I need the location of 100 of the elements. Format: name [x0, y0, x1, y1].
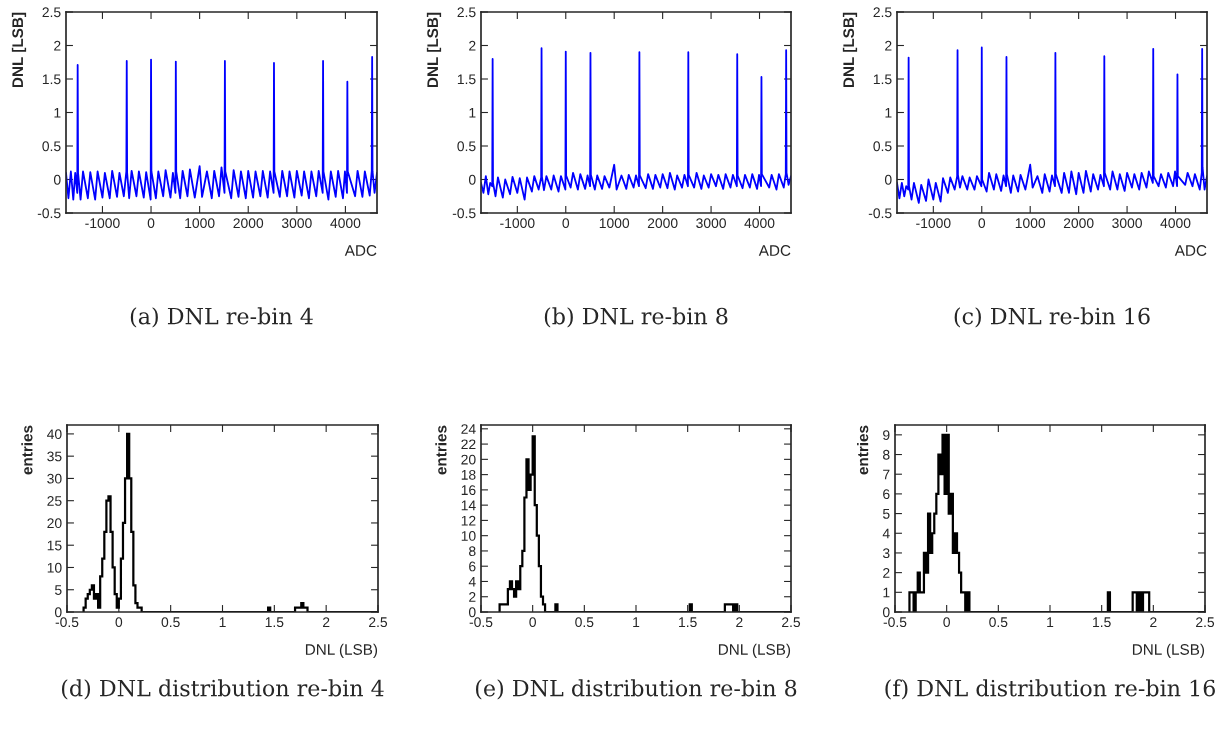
y-tick-label: 30 [47, 473, 62, 484]
y-tick-label: 18 [461, 469, 476, 480]
x-tick-label: 2.5 [369, 617, 388, 628]
y-tick-label: 4 [468, 576, 476, 587]
x-axis-title: DNL (LSB) [305, 643, 378, 658]
x-tick-label: 0 [562, 218, 570, 229]
y-tick-label: 10 [47, 562, 62, 573]
x-tick-label: 1.5 [265, 617, 284, 628]
text: (c) DNL re-bin 16 [954, 307, 1150, 328]
y-tick-label: 1 [54, 107, 61, 118]
y-tick-label: 0 [53, 174, 61, 185]
x-tick-label: -1000 [916, 218, 951, 229]
y-tick-label: 0.5 [42, 141, 61, 152]
y-tick-label: 6 [469, 561, 476, 572]
x-axis-title: DNL (LSB) [718, 643, 791, 658]
x-tick-label: 0 [115, 617, 123, 628]
y-tick-label: -0.5 [37, 208, 61, 219]
y-tick-label: 8 [469, 546, 476, 557]
y-tick-label: -0.5 [452, 208, 476, 219]
x-tick-label: 1.5 [1093, 617, 1111, 628]
x-axis-title: ADC [344, 245, 377, 256]
x-axis-title: ADC [1174, 245, 1207, 256]
y-axis-title: entries [857, 425, 869, 475]
y-tick-label: 14 [461, 500, 476, 511]
x-tick-label: 2 [323, 617, 330, 627]
x-tick-label: 4000 [1160, 218, 1191, 229]
y-tick-label: 1 [885, 107, 892, 118]
line-series [66, 55, 377, 201]
y-tick-label: 0 [468, 607, 476, 618]
y-tick-label: 20 [47, 518, 62, 529]
y-tick-label: 9 [883, 430, 890, 441]
x-tick-label: 1 [219, 617, 226, 627]
y-tick-label: 15 [47, 540, 62, 551]
x-tick-label: 2.5 [1196, 617, 1215, 628]
x-tick-label: 1 [1047, 617, 1054, 627]
y-tick-label: 2 [883, 567, 890, 578]
y-tick-label: 0 [468, 174, 476, 185]
y-tick-label: 6 [883, 489, 890, 500]
y-tick-label: 20 [461, 454, 476, 465]
y-tick-label: 25 [47, 496, 62, 506]
y-tick-label: 0.5 [457, 141, 476, 152]
line-series [481, 47, 791, 201]
x-tick-label: 0.5 [989, 617, 1008, 628]
y-tick-label: 2.5 [873, 7, 892, 18]
y-tick-label: 3 [882, 548, 890, 559]
text: (d) DNL distribution re-bin 4 [61, 679, 384, 700]
y-tick-label: 0.5 [873, 141, 892, 152]
y-tick-label: 2 [469, 592, 476, 602]
y-tick-label: 2 [54, 40, 61, 51]
y-tick-label: 10 [461, 531, 476, 541]
text: (a) DNL re-bin 4 [130, 307, 313, 328]
y-tick-label: 2 [885, 40, 892, 51]
x-tick-label: -1000 [85, 218, 120, 229]
y-tick-label: 5 [882, 509, 890, 519]
y-tick-label: 5 [54, 585, 62, 595]
text: (e) DNL distribution re-bin 8 [476, 679, 797, 700]
y-tick-label: 40 [47, 429, 62, 440]
x-tick-label: 2000 [647, 218, 678, 229]
x-tick-label: 1000 [1015, 218, 1046, 229]
x-tick-label: 2 [736, 617, 743, 627]
x-tick-label: 2.5 [782, 617, 801, 628]
y-tick-label: 1 [469, 107, 476, 118]
x-tick-label: 0 [147, 218, 155, 229]
x-tick-label: 0 [529, 617, 536, 628]
y-tick-label: 16 [461, 485, 476, 496]
y-tick-label: 8 [883, 449, 890, 460]
y-tick-label: 1.5 [42, 74, 61, 85]
text: (b) DNL re-bin 8 [544, 307, 728, 328]
x-tick-label: 3000 [1112, 218, 1142, 229]
x-tick-label: 2000 [233, 218, 264, 229]
x-tick-label: 0 [943, 617, 950, 628]
x-axis-title: ADC [758, 245, 791, 256]
x-tick-label: 2 [1150, 617, 1157, 627]
y-tick-label: -0.5 [868, 208, 892, 219]
x-tick-label: 1000 [599, 218, 630, 229]
x-axis-title: DNL (LSB) [1132, 643, 1205, 658]
y-tick-label: 1 [883, 587, 890, 598]
y-tick-label: 0 [884, 174, 892, 185]
y-tick-label: 0 [54, 607, 62, 618]
x-tick-label: 0 [978, 218, 986, 229]
text: (f) DNL distribution re-bin 16 [885, 679, 1215, 700]
x-tick-label: 4000 [744, 218, 775, 229]
x-tick-label: 4000 [330, 218, 361, 229]
y-axis-title: entries [21, 425, 33, 475]
x-tick-label: 2000 [1063, 218, 1094, 229]
x-tick-label: 0.5 [161, 617, 180, 628]
y-tick-label: 2 [469, 40, 476, 51]
y-tick-label: 1.5 [457, 74, 476, 85]
y-tick-label: 1.5 [873, 74, 892, 85]
y-tick-label: 0 [882, 607, 890, 618]
x-tick-label: 1000 [185, 218, 215, 229]
y-tick-label: 4 [882, 528, 890, 539]
x-tick-label: -1000 [500, 218, 535, 229]
y-tick-label: 24 [461, 424, 476, 434]
x-tick-label: 1 [633, 617, 640, 627]
y-tick-label: 35 [47, 451, 62, 462]
line-series [897, 46, 1207, 204]
y-tick-label: 7 [883, 469, 890, 480]
y-axis-title: DNL [LSB] [426, 12, 442, 88]
y-tick-label: 2.5 [457, 7, 476, 18]
